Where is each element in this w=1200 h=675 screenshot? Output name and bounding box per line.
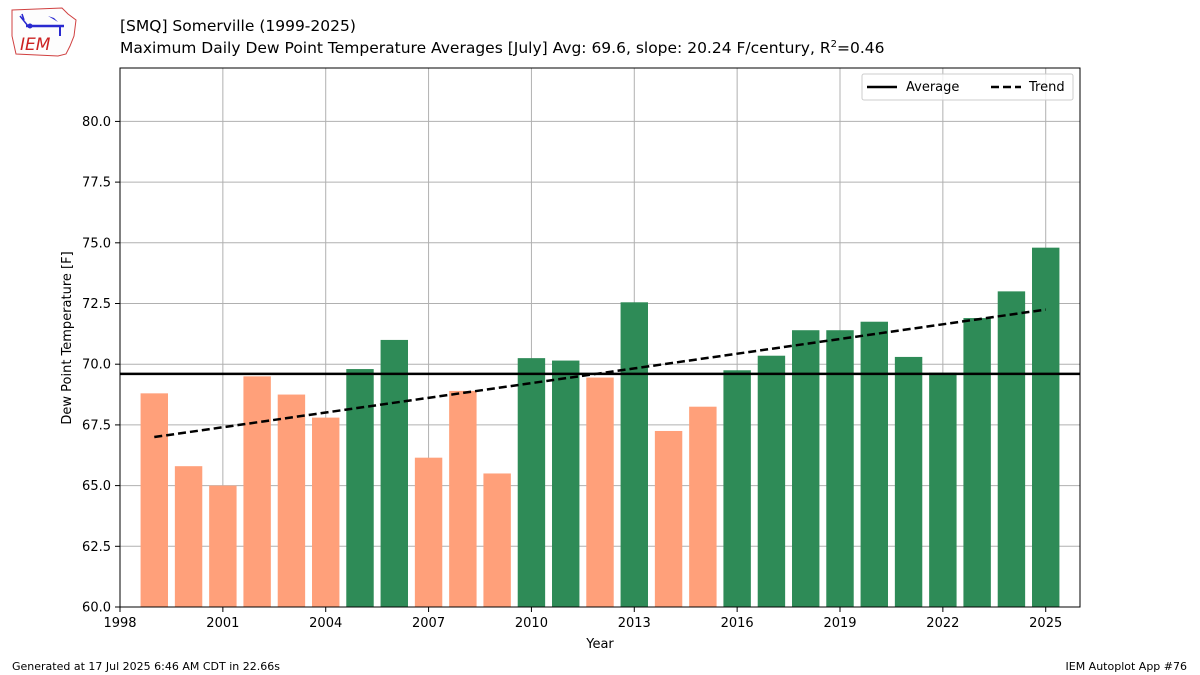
y-tick-label: 75.0: [82, 236, 111, 251]
trend-line: [154, 308, 1046, 439]
bar-2018: [792, 330, 820, 607]
y-axis-label: Dew Point Temperature [F]: [60, 251, 75, 424]
ticks: 1998 2001 2004 2007 2010 2013 2016 2019 2022 2025…: [82, 115, 1062, 631]
y-tick-label: 67.5: [82, 418, 111, 433]
x-tick-label: 2007: [412, 616, 445, 631]
bar-2003: [277, 394, 306, 607]
bar-2005: [346, 369, 374, 607]
bar-2014: [654, 430, 683, 607]
bar-2012: [586, 377, 614, 607]
y-tick-label: 72.5: [82, 297, 111, 312]
legend-average-label: Average: [906, 80, 959, 95]
legend-trend-label: Trend: [1028, 80, 1065, 95]
lines: [120, 308, 1080, 439]
bar-2013: [620, 302, 648, 607]
x-tick-label: 2019: [823, 616, 856, 631]
x-tick-label: 2025: [1029, 616, 1062, 631]
bar-2015: [689, 406, 717, 607]
bar-2002: [243, 376, 271, 607]
bar-2008: [449, 390, 477, 607]
x-axis-label: Year: [585, 637, 614, 652]
bar-2001: [209, 485, 237, 607]
bar-2007: [414, 457, 443, 607]
y-tick-label: 65.0: [82, 479, 111, 494]
iem-logo: IEM: [8, 6, 80, 58]
bar-2017: [757, 355, 786, 607]
chart-title: [SMQ] Somerville (1999-2025): [120, 17, 356, 35]
chart-subtitle: Maximum Daily Dew Point Temperature Aver…: [120, 39, 884, 57]
legend: Average Trend: [861, 73, 1074, 101]
x-tick-label: 2013: [618, 616, 651, 631]
bar-2024: [997, 291, 1026, 607]
bar-2010: [517, 358, 546, 607]
plot-frame: [119, 67, 1081, 608]
x-tick-label: 2010: [515, 616, 548, 631]
bar-2021: [894, 356, 923, 607]
bar-2020: [860, 321, 888, 607]
bar-2004: [312, 417, 340, 607]
y-tick-label: 77.5: [82, 176, 111, 191]
x-tick-label: 2022: [926, 616, 959, 631]
subtitle-superscript: 2: [830, 39, 837, 50]
bar-2009: [483, 473, 511, 607]
bar-1999: [140, 393, 168, 607]
legend-box: [861, 73, 1074, 101]
logo-text: IEM: [20, 35, 51, 55]
bar-2006: [380, 339, 408, 607]
y-tick-label: 70.0: [82, 358, 111, 373]
y-tick-label: 62.5: [82, 540, 111, 555]
bar-2016: [723, 370, 751, 607]
bar-2019: [826, 330, 854, 607]
bar-2025: [1032, 247, 1060, 607]
bar-2000: [174, 466, 203, 607]
x-tick-label: 2001: [206, 616, 239, 631]
app-credit: IEM Autoplot App #76: [1065, 660, 1188, 673]
bar-2023: [963, 318, 991, 607]
bar-2022: [929, 372, 957, 607]
bar-2011: [552, 360, 580, 607]
x-tick-label: 2016: [721, 616, 754, 631]
x-tick-label: 1998: [103, 616, 136, 631]
bars: [140, 247, 1060, 607]
x-tick-label: 2004: [309, 616, 342, 631]
y-tick-label: 60.0: [82, 601, 111, 616]
subtitle-text: Maximum Daily Dew Point Temperature Aver…: [120, 39, 831, 58]
subtitle-suffix: =0.46: [836, 39, 885, 58]
y-tick-label: 80.0: [82, 115, 111, 130]
generated-timestamp: Generated at 17 Jul 2025 6:46 AM CDT in …: [12, 660, 280, 673]
